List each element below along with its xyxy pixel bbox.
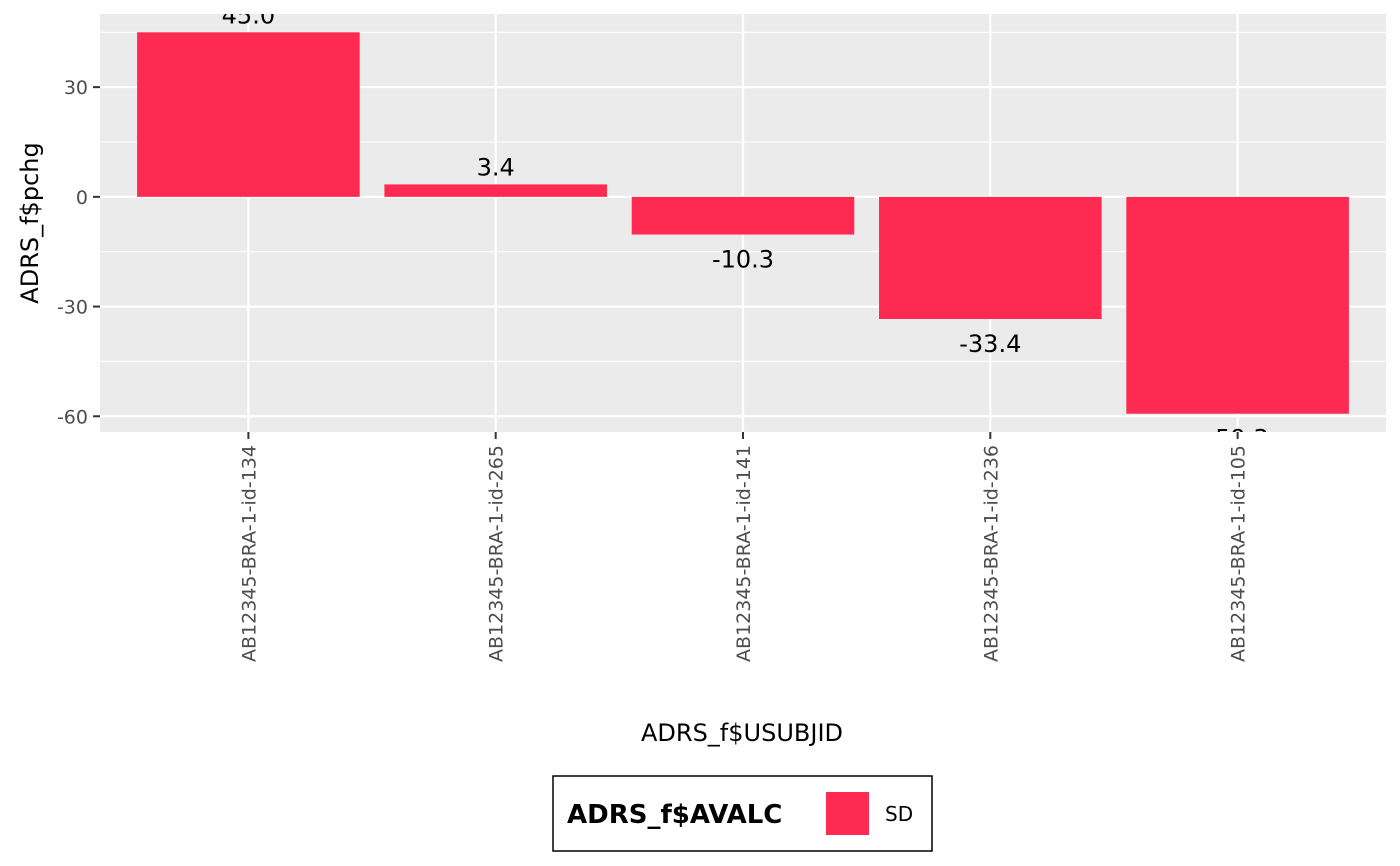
bar-1 [137, 32, 360, 197]
data-label-5: -59.3 [1207, 425, 1269, 453]
data-label-3: -10.3 [712, 246, 774, 274]
y-axis: 30 0 -30 -60 [57, 77, 100, 428]
y-tick-label: 0 [76, 187, 88, 209]
legend-key-sd [826, 792, 869, 835]
x-tick-label: AB12345-BRA-1-id-141 [733, 445, 755, 662]
y-tick-label: 30 [64, 77, 88, 99]
y-tick-label: -60 [57, 406, 88, 428]
bar-5 [1126, 196, 1349, 414]
legend-title: ADRS_f$AVALC [567, 800, 782, 830]
data-label-2: 3.4 [477, 153, 515, 181]
data-labels: 45.0 3.4 -10.3 -33.4 -59.3 [222, 1, 1269, 453]
y-tick-label: -30 [57, 297, 88, 319]
x-axis: AB12345-BRA-1-id-134 AB12345-BRA-1-id-265… [238, 432, 1250, 662]
bar-3 [631, 196, 855, 235]
x-tick-label: AB12345-BRA-1-id-265 [486, 445, 508, 662]
y-axis-title: ADRS_f$pchg [16, 142, 44, 303]
x-tick-label: AB12345-BRA-1-id-105 [1228, 445, 1250, 662]
bars [137, 32, 1349, 414]
x-axis-title: ADRS_f$USUBJID [641, 719, 843, 747]
x-tick-label: AB12345-BRA-1-id-134 [238, 445, 260, 662]
legend-label-sd: SD [885, 802, 913, 826]
data-label-1: 45.0 [222, 1, 275, 29]
bar-4 [879, 196, 1102, 319]
data-label-4: -33.4 [959, 330, 1021, 358]
legend: ADRS_f$AVALC SD [552, 775, 933, 852]
bar-2 [384, 184, 607, 197]
x-tick-label: AB12345-BRA-1-id-236 [980, 445, 1002, 662]
